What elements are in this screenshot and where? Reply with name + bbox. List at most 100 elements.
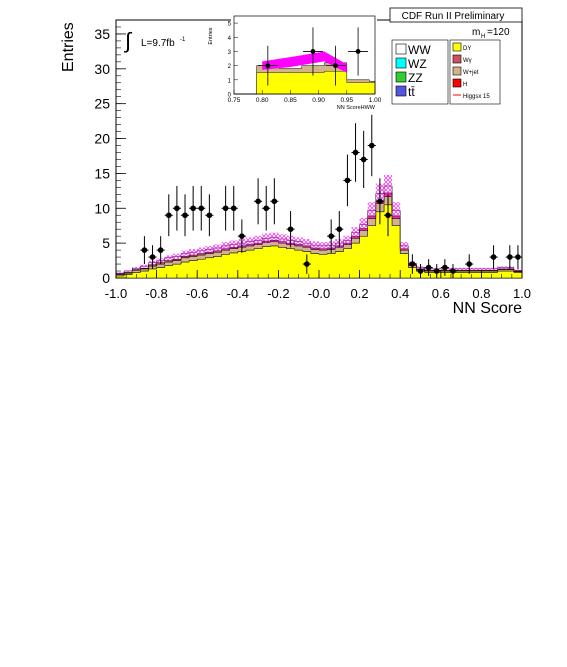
uncertainty-bin <box>124 270 133 272</box>
inset-x-tick-label: 0.85 <box>284 97 297 104</box>
x-axis: -1.0 -0.8 -0.6 -0.4 -0.2 -0.0 0.2 0.4 0.6 0.8 1.0 <box>105 270 531 301</box>
y-tick-label: 35 <box>94 26 110 42</box>
inset-x-tick-label: 0.95 <box>340 97 353 104</box>
mass-label: m <box>472 27 480 38</box>
data-point <box>359 130 368 189</box>
data-point-marker <box>360 156 367 163</box>
mass-subscript: H <box>481 34 485 40</box>
uncertainty-bin <box>319 242 328 250</box>
data-point <box>335 211 344 248</box>
uncertainty-bin <box>343 235 352 245</box>
data-point-marker <box>490 254 497 260</box>
inset-plot: 0.75 0.80 0.85 0.90 0.95 1.00 0 1 2 3 4 5 NN ScoreHW… <box>208 15 382 111</box>
data-point <box>327 219 336 253</box>
inset-x-tick-label: 1.00 <box>369 97 382 104</box>
uncertainty-bin <box>359 217 368 231</box>
integral-symbol: ∫ <box>123 28 133 53</box>
y-tick-label: 0 <box>102 270 110 286</box>
data-point <box>172 185 181 231</box>
title-box <box>389 7 523 23</box>
data-point <box>351 123 360 182</box>
uncertainty-bin <box>262 233 271 243</box>
uncertainty-bin <box>481 267 490 270</box>
data-point <box>254 178 263 225</box>
x-axis-label: NN Score <box>453 300 522 317</box>
uncertainty-bin <box>245 237 254 247</box>
data-point <box>432 264 441 278</box>
uncertainty-bin <box>172 253 181 259</box>
y-axis-label: Entries <box>60 22 77 72</box>
inset-data-point <box>325 45 346 86</box>
data-point-marker <box>157 247 164 253</box>
luminosity-label: L=9.7fb <box>141 38 175 49</box>
data-point-marker <box>433 268 440 274</box>
x-tick-label: -0.2 <box>267 286 289 301</box>
x-tick-label: -0.6 <box>186 286 208 301</box>
legend-label: H <box>463 82 467 88</box>
data-point <box>375 178 384 225</box>
data-point <box>489 245 498 269</box>
x-tick-label: -1.0 <box>105 286 127 301</box>
legend-swatch <box>452 78 462 88</box>
data-point-marker <box>377 198 383 205</box>
y-tick-label: 30 <box>94 61 110 77</box>
data-point <box>513 245 522 269</box>
uncertainty-bin <box>367 202 376 219</box>
inset-signal-band <box>262 51 347 73</box>
uncertainty-bin <box>473 267 482 270</box>
uncertainty-bin <box>140 264 149 268</box>
data-point <box>180 194 190 237</box>
y-axis: 0 5 10 15 20 25 30 35 <box>94 19 126 286</box>
uncertainty-bin <box>254 235 263 245</box>
data-point <box>156 236 165 265</box>
data-point <box>140 236 149 265</box>
legend-label: WZ <box>408 57 427 71</box>
inset-y-tick-label: 4 <box>228 36 232 42</box>
data-point <box>270 178 279 225</box>
data-point <box>262 185 271 231</box>
uncertainty-bin <box>497 266 506 269</box>
legend-swatch <box>452 42 462 52</box>
data-point-marker <box>206 212 213 219</box>
uncertainty-bin <box>197 247 206 254</box>
data-point <box>505 245 514 269</box>
x-tick-label: 0.6 <box>432 286 450 301</box>
inset-data-point-marker <box>333 63 338 69</box>
data-point <box>408 254 417 274</box>
inset-y-axis-label: Entries <box>208 27 214 44</box>
data-point <box>465 254 474 274</box>
data-point-marker <box>165 212 172 219</box>
data-point-marker <box>385 212 391 219</box>
legend-label: tt̄ <box>408 85 415 99</box>
x-tick-label: 0.4 <box>391 286 409 301</box>
x-tick-label: -0.0 <box>308 286 330 301</box>
data-point-marker <box>255 198 261 205</box>
luminosity-annotation: ∫ L=9.7fb -1 <box>123 28 186 53</box>
data-point-marker <box>425 264 432 271</box>
data-point <box>205 194 214 237</box>
y-tick-label: 5 <box>102 235 110 251</box>
uncertainty-bin <box>351 227 360 239</box>
uncertainty-bin <box>294 237 303 247</box>
data-point <box>440 259 449 276</box>
uncertainty-bin <box>457 267 466 270</box>
data-point <box>237 219 246 253</box>
y-tick-label: 25 <box>94 96 110 112</box>
uncertainty-bin <box>213 244 222 252</box>
data-point <box>367 114 376 177</box>
inset-data-point <box>257 45 278 86</box>
inset-data-point-marker <box>310 49 316 54</box>
data-point-marker <box>442 264 448 271</box>
legend-swatch <box>452 66 462 76</box>
data-point-marker <box>515 254 521 260</box>
data-point <box>148 245 157 269</box>
x-tick-label: 1.0 <box>513 286 531 301</box>
inset-x-tick-label: 0.90 <box>312 97 325 104</box>
data-point-marker <box>352 149 359 156</box>
uncertainty-bin <box>189 249 198 256</box>
mass-value: =120 <box>487 27 510 38</box>
inset-y-tick-label: 3 <box>228 50 232 56</box>
x-tick-label: -0.4 <box>227 286 249 301</box>
